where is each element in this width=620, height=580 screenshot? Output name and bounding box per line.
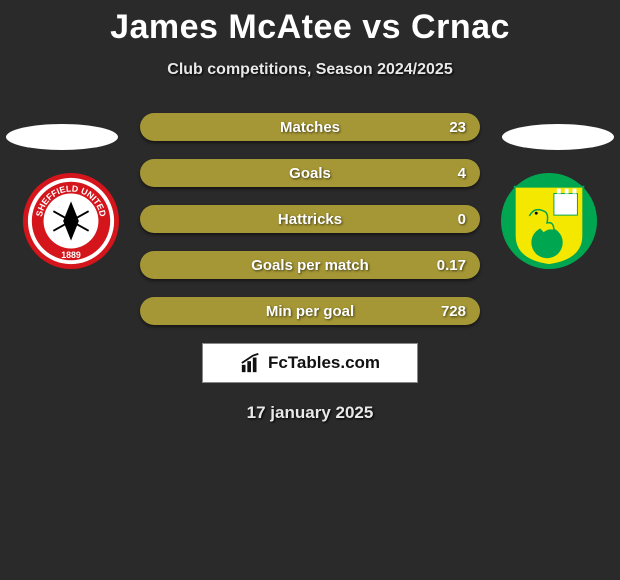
stat-row-goals: Goals 4: [140, 159, 480, 187]
sheffield-united-badge-icon: SHEFFIELD UNITED 1889: [22, 172, 120, 270]
svg-text:1889: 1889: [61, 250, 81, 260]
bar-chart-icon: [240, 352, 262, 374]
stat-label: Matches: [280, 119, 340, 136]
report-date: 17 january 2025: [0, 403, 620, 423]
season-subtitle: Club competitions, Season 2024/2025: [0, 61, 620, 79]
stat-value: 23: [449, 119, 466, 136]
stat-value: 0.17: [437, 257, 466, 274]
stat-row-matches: Matches 23: [140, 113, 480, 141]
stat-label: Goals per match: [251, 257, 369, 274]
stat-row-goals-per-match: Goals per match 0.17: [140, 251, 480, 279]
player-right-marker: [502, 124, 614, 150]
stats-container: Matches 23 Goals 4 Hattricks 0 Goals per…: [140, 113, 480, 325]
club-badge-right: [500, 172, 598, 270]
stat-value: 4: [458, 165, 466, 182]
stat-label: Goals: [289, 165, 331, 182]
stat-value: 728: [441, 303, 466, 320]
brand-attribution[interactable]: FcTables.com: [202, 343, 418, 383]
norwich-city-badge-icon: [500, 172, 598, 270]
stat-value: 0: [458, 211, 466, 228]
stat-row-hattricks: Hattricks 0: [140, 205, 480, 233]
player-left-marker: [6, 124, 118, 150]
stat-label: Hattricks: [278, 211, 342, 228]
brand-text: FcTables.com: [268, 353, 380, 373]
club-badge-left: SHEFFIELD UNITED 1889: [22, 172, 120, 270]
page-title: James McAtee vs Crnac: [0, 0, 620, 47]
stat-label: Min per goal: [266, 303, 354, 320]
stat-row-min-per-goal: Min per goal 728: [140, 297, 480, 325]
